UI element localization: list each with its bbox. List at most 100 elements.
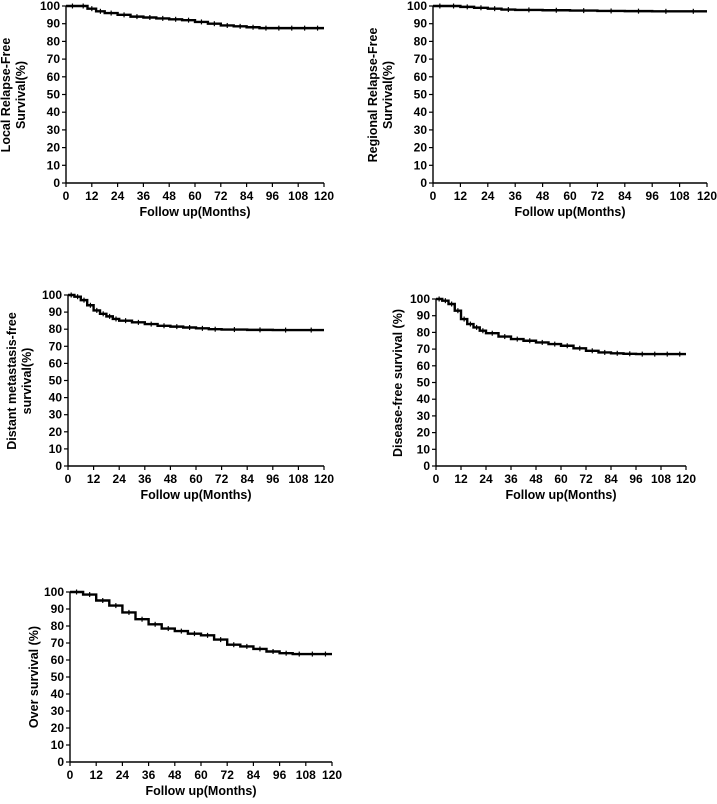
x-tick-label: 0 bbox=[67, 768, 74, 782]
y-axis-title-line: Survival(%) bbox=[14, 61, 28, 129]
y-tick-label: 50 bbox=[51, 670, 65, 684]
x-tick-label: 96 bbox=[273, 768, 287, 782]
y-tick-label: 40 bbox=[51, 687, 65, 701]
y-tick-label: 80 bbox=[49, 322, 63, 336]
x-tick-label: 108 bbox=[651, 472, 671, 486]
x-axis-title: Follow up(Months) bbox=[145, 784, 256, 798]
y-axis-title-line: Survival(%) bbox=[381, 61, 395, 129]
y-tick-label: 100 bbox=[40, 0, 60, 13]
y-axis-title-line: Over survival (%) bbox=[27, 626, 41, 728]
y-axis-title: Over survival (%) bbox=[27, 626, 41, 728]
y-tick-label: 10 bbox=[47, 158, 61, 172]
x-tick-label: 36 bbox=[504, 472, 518, 486]
y-tick-label: 100 bbox=[42, 288, 62, 302]
survival-curve bbox=[68, 293, 324, 332]
x-tick-label: 24 bbox=[479, 472, 493, 486]
x-tick-label: 12 bbox=[454, 189, 468, 203]
x-tick-label: 120 bbox=[322, 768, 342, 782]
x-tick-label: 108 bbox=[296, 768, 316, 782]
y-tick-label: 30 bbox=[414, 123, 428, 137]
y-axis-title: Distant metastasis-freesurvival(%) bbox=[5, 312, 34, 450]
x-tick-label: 120 bbox=[314, 189, 334, 203]
y-tick-label: 10 bbox=[49, 442, 63, 456]
y-tick-label: 90 bbox=[414, 17, 428, 31]
x-tick-label: 48 bbox=[168, 768, 182, 782]
x-tick-label: 72 bbox=[579, 472, 593, 486]
y-axis-title: Regional Relapse-FreeSurvival(%) bbox=[366, 28, 395, 163]
x-tick-label: 96 bbox=[646, 189, 660, 203]
y-axis-title-line: Disease-free survival (%) bbox=[391, 309, 405, 457]
x-tick-label: 0 bbox=[433, 472, 440, 486]
x-axis-title: Follow up(Months) bbox=[514, 205, 625, 219]
x-tick-label: 24 bbox=[116, 768, 130, 782]
y-tick-label: 0 bbox=[55, 459, 62, 473]
x-tick-label: 0 bbox=[63, 189, 70, 203]
y-axis-title-line: Local Relapse-Free bbox=[0, 38, 13, 153]
survival-curve bbox=[66, 4, 324, 30]
y-tick-label: 70 bbox=[49, 339, 63, 353]
y-tick-label: 60 bbox=[51, 653, 65, 667]
chart-regional: 0 10 20 30 40 50 60 70 80 90 100 0 12 24 36 48 60 72 84 96 1… bbox=[366, 0, 717, 219]
y-tick-label: 80 bbox=[414, 34, 428, 48]
x-tick-label: 72 bbox=[221, 768, 235, 782]
y-tick-label: 40 bbox=[47, 105, 61, 119]
chart-local: 0 10 20 30 40 50 60 70 80 90 100 0 12 24 36 48 60 72 84 96 1… bbox=[0, 0, 334, 219]
x-tick-label: 84 bbox=[240, 189, 254, 203]
y-tick-label: 80 bbox=[47, 34, 61, 48]
y-tick-label: 0 bbox=[53, 176, 60, 190]
y-tick-label: 0 bbox=[423, 459, 430, 473]
y-tick-label: 60 bbox=[49, 356, 63, 370]
y-tick-label: 90 bbox=[47, 17, 61, 31]
y-tick-label: 20 bbox=[47, 141, 61, 155]
y-axis-title: Disease-free survival (%) bbox=[391, 309, 405, 457]
y-axis-title-line: survival(%) bbox=[20, 348, 34, 415]
x-tick-label: 12 bbox=[87, 472, 101, 486]
x-tick-label: 72 bbox=[214, 189, 228, 203]
x-tick-label: 84 bbox=[241, 472, 255, 486]
y-tick-label: 90 bbox=[49, 305, 63, 319]
y-tick-label: 80 bbox=[51, 619, 65, 633]
x-tick-label: 36 bbox=[138, 472, 152, 486]
x-axis-title: Follow up(Months) bbox=[139, 205, 250, 219]
y-tick-label: 30 bbox=[49, 408, 63, 422]
y-axis-title: Local Relapse-FreeSurvival(%) bbox=[0, 38, 28, 153]
x-tick-label: 108 bbox=[288, 472, 308, 486]
y-tick-label: 30 bbox=[47, 123, 61, 137]
x-tick-label: 24 bbox=[111, 189, 125, 203]
x-tick-label: 60 bbox=[563, 189, 577, 203]
y-tick-label: 100 bbox=[407, 0, 427, 13]
y-tick-label: 90 bbox=[417, 309, 431, 323]
y-tick-label: 10 bbox=[414, 158, 428, 172]
x-tick-label: 60 bbox=[188, 189, 202, 203]
y-tick-label: 40 bbox=[49, 391, 63, 405]
y-tick-label: 0 bbox=[420, 176, 427, 190]
x-tick-label: 36 bbox=[142, 768, 156, 782]
y-tick-label: 90 bbox=[51, 602, 65, 616]
chart-distant: 0 10 20 30 40 50 60 70 80 90 100 0 12 24 36 48 60 72 84 96 1… bbox=[5, 288, 334, 502]
x-axis-title: Follow up(Months) bbox=[505, 488, 616, 502]
y-tick-label: 70 bbox=[414, 52, 428, 66]
y-tick-label: 60 bbox=[417, 359, 431, 373]
x-tick-label: 96 bbox=[266, 189, 280, 203]
y-axis-title-line: Regional Relapse-Free bbox=[366, 28, 380, 163]
y-tick-label: 40 bbox=[417, 392, 431, 406]
y-tick-label: 20 bbox=[51, 721, 65, 735]
y-axis-title-line: Distant metastasis-free bbox=[5, 312, 19, 450]
x-tick-label: 24 bbox=[113, 472, 127, 486]
x-tick-label: 12 bbox=[85, 189, 99, 203]
x-tick-label: 48 bbox=[536, 189, 550, 203]
x-tick-label: 108 bbox=[670, 189, 690, 203]
x-tick-label: 84 bbox=[618, 189, 632, 203]
y-tick-label: 50 bbox=[47, 88, 61, 102]
x-tick-label: 12 bbox=[90, 768, 104, 782]
y-tick-label: 10 bbox=[51, 738, 65, 752]
y-tick-label: 100 bbox=[44, 585, 64, 599]
y-tick-label: 70 bbox=[417, 342, 431, 356]
x-tick-label: 36 bbox=[509, 189, 523, 203]
y-tick-label: 50 bbox=[49, 374, 63, 388]
x-tick-label: 0 bbox=[65, 472, 72, 486]
y-tick-label: 60 bbox=[47, 70, 61, 84]
x-tick-label: 96 bbox=[629, 472, 643, 486]
y-tick-label: 20 bbox=[49, 425, 63, 439]
x-tick-label: 48 bbox=[164, 472, 178, 486]
